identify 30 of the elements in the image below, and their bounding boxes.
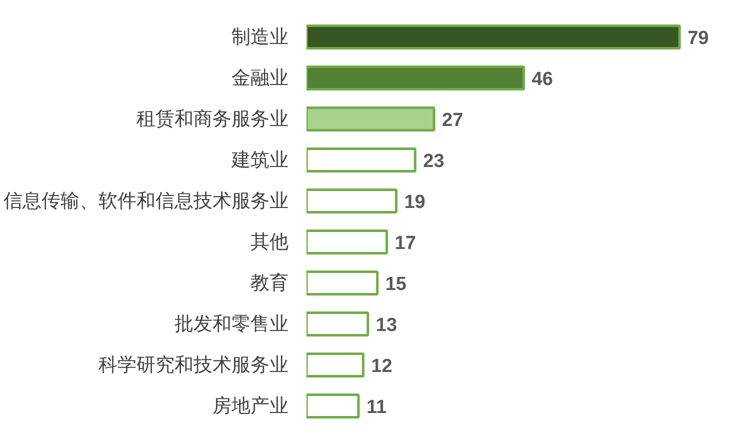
data-label: 23 — [423, 151, 444, 172]
bar — [306, 270, 379, 296]
y-tick-label: 建筑业 — [230, 149, 288, 171]
y-tick-label: 租赁和商务服务业 — [136, 108, 288, 130]
y-tick-label: 房地产业 — [212, 395, 288, 417]
y-tick-label: 科学研究和技术服务业 — [98, 354, 288, 376]
data-label: 11 — [366, 397, 387, 418]
bar — [306, 65, 526, 91]
bar — [306, 393, 360, 419]
y-tick-label: 批发和零售业 — [174, 313, 288, 335]
y-tick-label: 信息传输、软件和信息技术服务业 — [4, 190, 288, 212]
data-label: 46 — [532, 69, 553, 90]
bar — [306, 106, 436, 132]
data-label: 12 — [371, 356, 392, 377]
bar — [306, 147, 416, 173]
y-tick-label: 教育 — [250, 272, 288, 294]
bar — [306, 24, 681, 50]
y-tick-label: 金融业 — [232, 67, 288, 89]
data-label: 13 — [376, 315, 398, 336]
data-label: 79 — [688, 28, 709, 49]
data-label: 17 — [394, 233, 416, 254]
data-label: 19 — [404, 192, 426, 213]
bar — [306, 188, 398, 214]
bar — [306, 229, 388, 255]
y-tick-label: 制造业 — [232, 26, 288, 48]
bar — [306, 352, 364, 378]
bar — [306, 311, 370, 337]
y-tick-label: 其他 — [250, 231, 288, 253]
data-label: 15 — [385, 274, 407, 295]
data-label: 27 — [442, 110, 464, 131]
